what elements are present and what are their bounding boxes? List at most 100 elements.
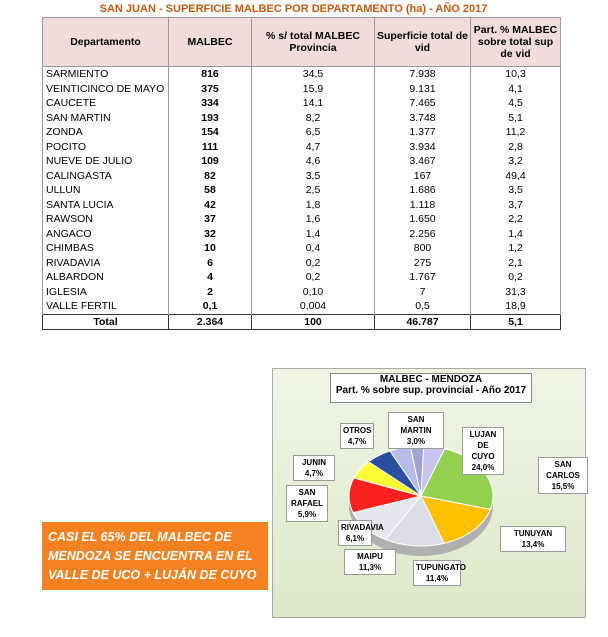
- slice-value: 4,7%: [304, 469, 324, 478]
- slice-name: MAIPU: [357, 552, 383, 561]
- table-cell: 3,2: [470, 154, 561, 169]
- table-row: RAWSON 37 1,6 1.650 2,2: [42, 212, 561, 227]
- chart-title-box: MALBEC - MENDOZA Part. % sobre sup. prov…: [330, 373, 532, 403]
- table-row: ZONDA 154 6,5 1.377 11,2: [42, 125, 561, 140]
- slice-label: OTROS 4,7%: [340, 423, 374, 449]
- table-cell: 7.938: [374, 66, 471, 82]
- table-cell: ALBARDON: [42, 270, 169, 285]
- slice-label: JUNIN 4,7%: [293, 455, 335, 481]
- table-cell: 58: [168, 183, 252, 198]
- slice-value: 6,1%: [345, 534, 365, 543]
- table-cell: 2,5: [251, 183, 375, 198]
- total-cell: Total: [42, 313, 169, 330]
- table-row: CAUCETE 334 14,1 7.465 4,5: [42, 96, 561, 111]
- table-row: ALBARDON 4 0,2 1.767 0,2: [42, 270, 561, 285]
- table-cell: 8,2: [251, 110, 375, 125]
- table-cell: SARMIENTO: [42, 66, 169, 82]
- slice-label: SAN CARLOS 15,5%: [538, 457, 588, 494]
- chart-title: MALBEC - MENDOZA: [379, 374, 483, 385]
- table-cell: 1,2: [470, 241, 561, 256]
- header-cell: % s/ total MALBEC Provincia: [251, 17, 375, 67]
- table-cell: 3,5: [251, 168, 375, 183]
- table-cell: CAUCETE: [42, 96, 169, 111]
- table-cell: 42: [168, 197, 252, 212]
- slice-name: JUNIN: [301, 458, 326, 467]
- table-cell: 2,8: [470, 139, 561, 154]
- pie-slice: [384, 495, 445, 547]
- total-cell: 100: [251, 313, 375, 330]
- table-cell: 154: [168, 125, 252, 140]
- slice-value: 4,7%: [347, 437, 367, 446]
- table-row: NUEVE DE JULIO 109 4,6 3.467 3,2: [42, 154, 561, 169]
- total-cell: 2.364: [168, 313, 252, 330]
- table-cell: IGLESIA: [42, 284, 169, 299]
- table-cell: ZONDA: [42, 125, 169, 140]
- slice-label: MAIPU 11,3%: [344, 549, 396, 575]
- table-cell: 816: [168, 66, 252, 82]
- table-cell: 18,9: [470, 299, 561, 314]
- table-cell: 0,2: [470, 270, 561, 285]
- table-cell: 0,1: [168, 299, 252, 314]
- table-cell: NUEVE DE JULIO: [42, 154, 169, 169]
- table-cell: 0,10: [251, 284, 375, 299]
- slice-name: RIVADAVIA: [341, 523, 384, 532]
- table-cell: 2.256: [374, 226, 471, 241]
- table-cell: 3,7: [470, 197, 561, 212]
- table-cell: 1,8: [251, 197, 375, 212]
- table-cell: 4,6: [251, 154, 375, 169]
- table-cell: ANGACO: [42, 226, 169, 241]
- slice-name: LUJAN DE CUYO: [469, 430, 497, 461]
- table-cell: SANTA LUCIA: [42, 197, 169, 212]
- table-row: VEINTICINCO DE MAYO 375 15,9 9.131 4,1: [42, 81, 561, 96]
- slice-value: 11,3%: [358, 563, 382, 572]
- table-cell: 1.118: [374, 197, 471, 212]
- table-row: SANTA LUCIA 42 1,8 1.118 3,7: [42, 197, 561, 212]
- table-cell: 1,4: [470, 226, 561, 241]
- table-row: SARMIENTO 816 34,5 7.938 10,3: [42, 66, 561, 82]
- table-cell: 0,004: [251, 299, 375, 314]
- table-cell: CALINGASTA: [42, 168, 169, 183]
- table-cell: 34,5: [251, 66, 375, 82]
- total-cell: 46.787: [374, 313, 471, 330]
- slice-name: SAN MARTIN: [400, 415, 432, 435]
- slice-name: TUPUNGATO: [416, 563, 466, 572]
- table-cell: VEINTICINCO DE MAYO: [42, 81, 169, 96]
- table-cell: 4,7: [251, 139, 375, 154]
- pie-chart: [348, 445, 494, 556]
- table-cell: SAN MARTIN: [42, 110, 169, 125]
- table-cell: 1.767: [374, 270, 471, 285]
- table-cell: 5,1: [470, 110, 561, 125]
- table-cell: 31,3: [470, 284, 561, 299]
- slice-label: RIVADAVIA 6,1%: [338, 520, 384, 546]
- table-cell: 14,1: [251, 96, 375, 111]
- table-row: SAN MARTIN 193 8,2 3.748 5,1: [42, 110, 561, 125]
- table-cell: 3.748: [374, 110, 471, 125]
- slice-name: SAN CARLOS: [546, 460, 580, 480]
- data-table: Departamento MALBEC% s/ total MALBEC Prov…: [42, 17, 561, 330]
- table-cell: 1,6: [251, 212, 375, 227]
- callout: CASI EL 65% DEL MALBEC DE MENDOZA SE ENCU…: [42, 522, 268, 590]
- table-row: ANGACO 32 1,4 2.256 1,4: [42, 226, 561, 241]
- header-cell: Superficie total de vid: [374, 17, 471, 67]
- header-cell: Departamento: [42, 17, 169, 67]
- chart-subtitle: Part. % sobre sup. provincial - Año 2017: [335, 385, 527, 396]
- table-cell: 9.131: [374, 81, 471, 96]
- table-cell: 111: [168, 139, 252, 154]
- table-cell: 2: [168, 284, 252, 299]
- table-cell: 4,5: [470, 96, 561, 111]
- callout-line: VALLE DE UCO + LUJÁN DE CUYO: [48, 568, 257, 582]
- table-cell: 1.650: [374, 212, 471, 227]
- table-cell: 3.467: [374, 154, 471, 169]
- table-cell: 11,2: [470, 125, 561, 140]
- table-cell: 334: [168, 96, 252, 111]
- table-cell: CHIMBAS: [42, 241, 169, 256]
- table-cell: 7.465: [374, 96, 471, 111]
- header-cell: Part. % MALBEC sobre total sup de vid: [470, 17, 561, 67]
- slice-label: TUPUNGATO 11,4%: [413, 560, 466, 586]
- slice-name: TUNUYAN: [513, 529, 553, 538]
- table-cell: 82: [168, 168, 252, 183]
- table-cell: 10: [168, 241, 252, 256]
- chart-area: [272, 368, 586, 618]
- table-cell: 1,4: [251, 226, 375, 241]
- table-row: RIVADAVIA 6 0,2 275 2,1: [42, 255, 561, 270]
